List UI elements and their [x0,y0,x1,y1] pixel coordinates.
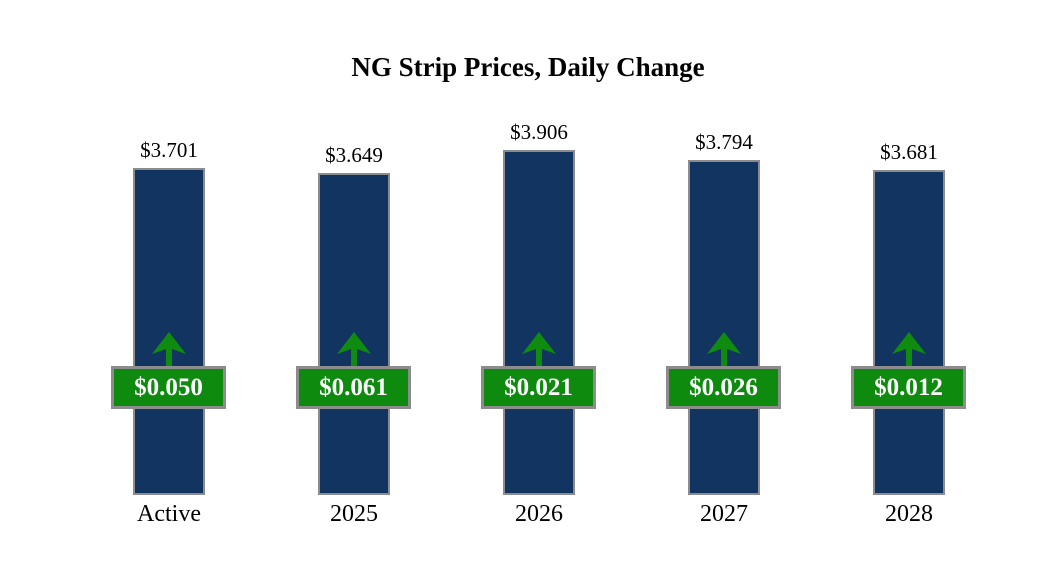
category-label: 2026 [515,501,563,527]
price-bar [503,150,575,495]
chart-title: NG Strip Prices, Daily Change [351,52,705,82]
up-arrow-icon [892,332,926,367]
up-arrow-icon [337,332,371,367]
change-label: $0.021 [504,373,573,401]
category-label: 2027 [700,501,748,527]
price-label: $3.794 [695,130,753,154]
price-label: $3.906 [510,120,568,144]
price-label: $3.681 [880,140,938,164]
bar-group-active: $3.701 $0.050 Active [89,0,249,576]
bar-group-2025: $3.649 $0.061 2025 [274,0,434,576]
change-label: $0.012 [874,373,943,401]
price-bar [133,168,205,495]
bar-group-2027: $3.794 $0.026 2027 [644,0,804,576]
bar-group-2026: $3.906 $0.021 2026 [459,0,619,576]
change-badge: $0.061 [296,366,411,409]
change-label: $0.061 [319,373,388,401]
change-label: $0.026 [689,373,758,401]
up-arrow-icon [707,332,741,367]
up-arrow-icon [152,332,186,367]
category-label: 2025 [330,501,378,527]
category-label: 2028 [885,501,933,527]
change-badge: $0.050 [111,366,226,409]
change-badge: $0.021 [481,366,596,409]
category-label: Active [137,501,201,527]
change-badge: $0.012 [851,366,966,409]
bar-group-2028: $3.681 $0.012 2028 [829,0,989,576]
price-label: $3.649 [325,143,383,167]
change-badge: $0.026 [666,366,781,409]
price-bar [688,160,760,495]
change-label: $0.050 [134,373,203,401]
up-arrow-icon [522,332,556,367]
price-label: $3.701 [140,138,198,162]
